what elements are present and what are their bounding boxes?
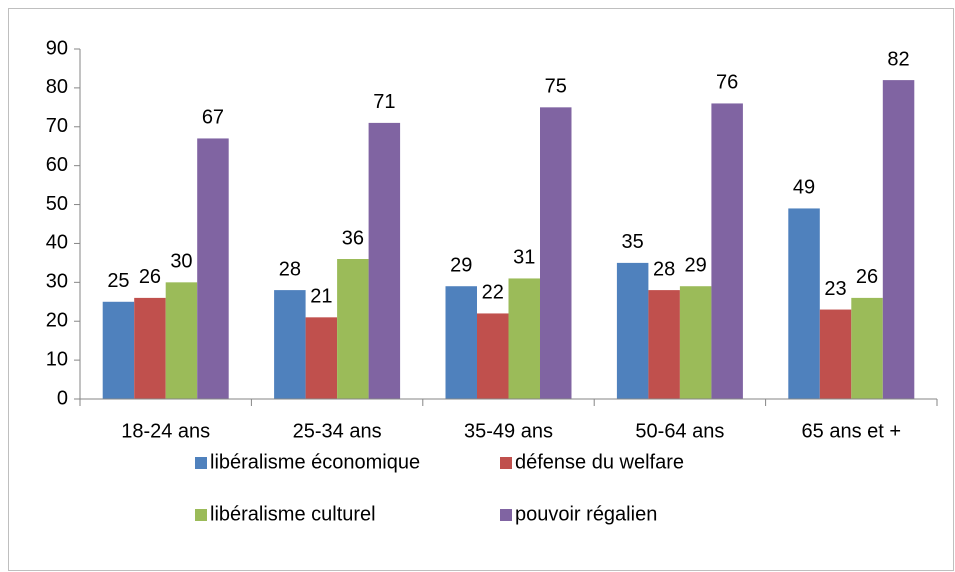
y-tick-label: 60 [46, 154, 68, 176]
data-label: 49 [793, 177, 815, 199]
data-label: 36 [342, 227, 364, 249]
x-tick-label: 65 ans et + [802, 420, 902, 442]
x-tick-label: 50-64 ans [635, 420, 724, 442]
bar [788, 208, 820, 399]
bar [305, 317, 338, 399]
x-tick-label: 35-49 ans [464, 420, 553, 442]
data-label: 25 [107, 270, 129, 292]
data-label: 31 [513, 247, 535, 269]
data-label: 28 [653, 258, 675, 280]
bar [616, 262, 649, 399]
data-label: 26 [139, 266, 161, 288]
bar [477, 313, 509, 399]
y-tick-label: 70 [46, 115, 68, 137]
data-label: 23 [824, 278, 846, 300]
bar [648, 290, 680, 399]
data-label: 76 [716, 72, 738, 94]
data-label: 75 [545, 76, 567, 98]
legend-label: pouvoir régalien [515, 503, 657, 525]
data-label: 29 [450, 255, 472, 277]
y-tick-label: 40 [46, 232, 68, 254]
bar [679, 286, 712, 399]
y-tick-label: 50 [46, 193, 68, 215]
bar [851, 297, 883, 399]
legend-label: libéralisme économique [210, 451, 420, 473]
bar [368, 122, 401, 399]
legend-label: libéralisme culturel [210, 503, 376, 525]
bar [274, 290, 306, 399]
legend-label: défense du welfare [515, 451, 684, 473]
y-tick-label: 80 [46, 76, 68, 98]
legend-swatch [500, 509, 512, 521]
data-label: 71 [373, 91, 395, 113]
data-label: 67 [202, 107, 224, 129]
bar [508, 278, 540, 399]
data-label: 21 [310, 286, 332, 308]
bar [819, 309, 852, 399]
bar [134, 297, 166, 399]
bar [711, 103, 743, 399]
y-tick-label: 10 [46, 348, 68, 370]
bar [197, 138, 229, 399]
y-tick-label: 30 [46, 271, 68, 293]
x-tick-label: 25-34 ans [293, 420, 382, 442]
data-label: 28 [279, 258, 301, 280]
data-label: 35 [622, 231, 644, 253]
bar [882, 80, 915, 399]
bar [165, 282, 198, 399]
data-label: 22 [482, 282, 504, 304]
bar [540, 107, 572, 399]
legend-swatch [195, 457, 207, 469]
legend-swatch [195, 509, 207, 521]
data-label: 26 [856, 266, 878, 288]
bar [102, 301, 135, 399]
legend-swatch [500, 457, 512, 469]
x-tick-label: 18-24 ans [121, 420, 210, 442]
data-label: 29 [685, 255, 707, 277]
y-tick-label: 90 [46, 37, 68, 59]
y-tick-label: 0 [57, 387, 68, 409]
bar [337, 259, 369, 399]
data-label: 30 [170, 251, 192, 273]
data-label: 82 [887, 48, 909, 70]
y-tick-label: 20 [46, 310, 68, 332]
bar [445, 286, 477, 399]
